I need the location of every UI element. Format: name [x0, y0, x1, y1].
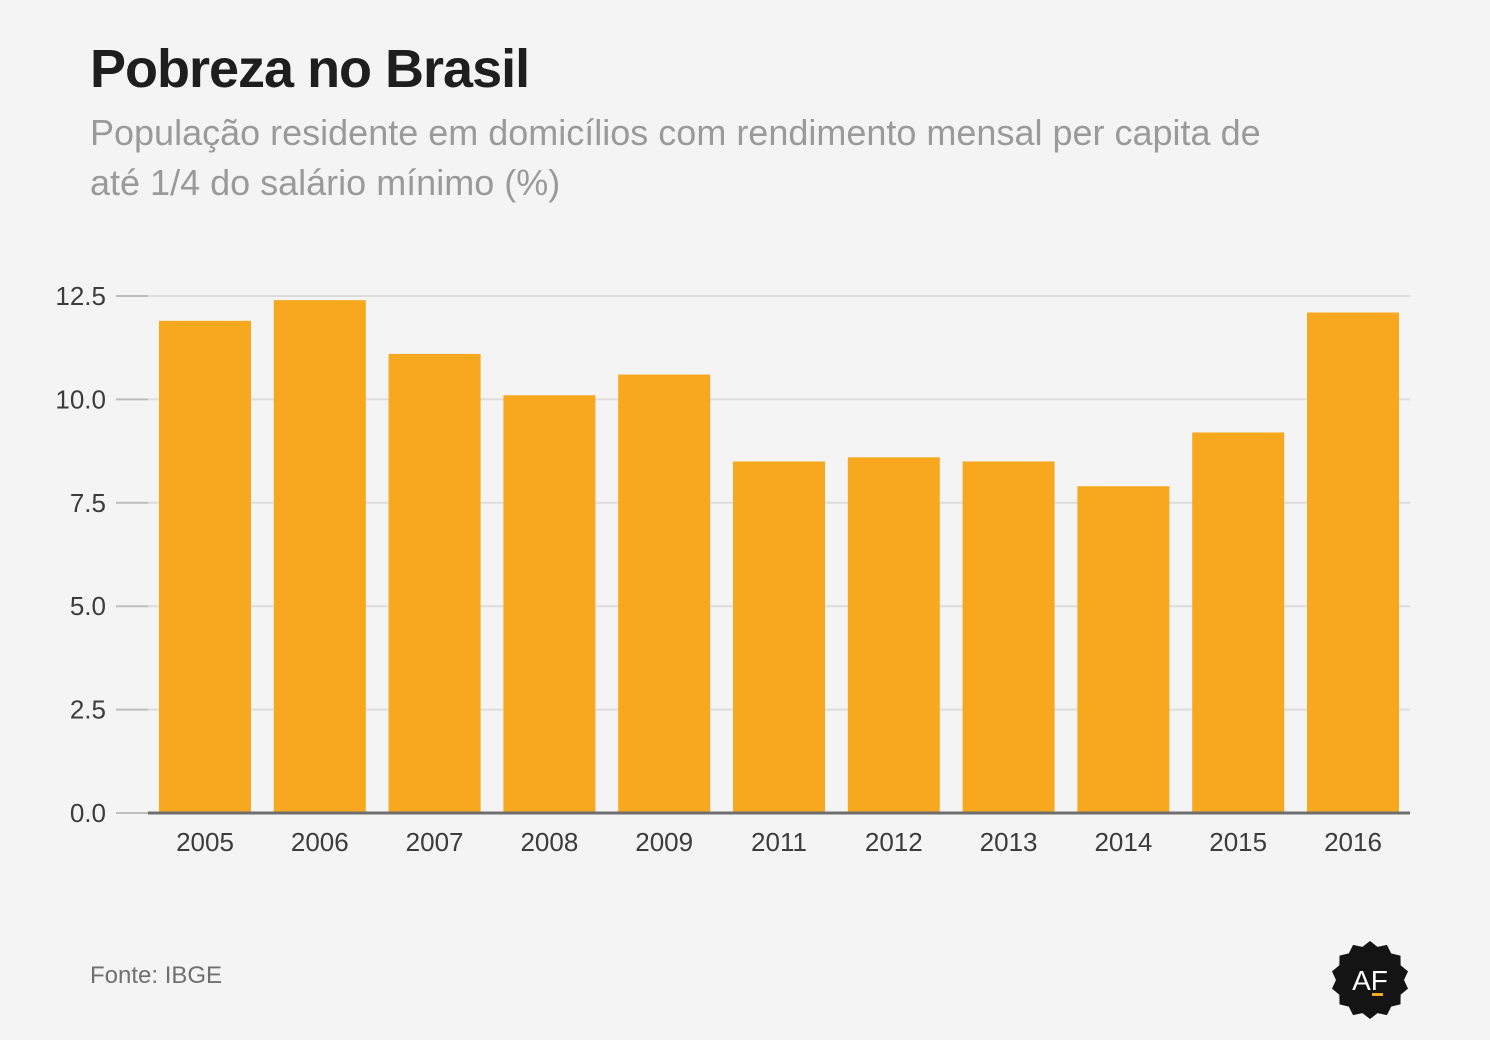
x-tick-label: 2007: [406, 827, 464, 857]
x-tick-label: 2011: [751, 827, 807, 857]
x-tick-label: 2006: [291, 827, 349, 857]
y-tick-label: 10.0: [55, 384, 106, 414]
bar-2011: [733, 461, 825, 813]
bar-2007: [388, 353, 481, 813]
x-tick-label: 2008: [520, 827, 578, 857]
x-tick-label: 2013: [980, 827, 1038, 857]
x-tick-label: 2009: [635, 827, 693, 857]
y-tick-label: 0.0: [70, 798, 106, 828]
x-axis-ticks: 2005 2006 2007 2008 2009 2011 2012 2013 2014 2015…: [176, 827, 1382, 857]
af-seal-logo-icon: AF: [1331, 941, 1409, 1019]
bars: [159, 300, 1399, 813]
chart-title: Pobreza no Brasil: [90, 39, 530, 99]
bar-chart: 0.02.55.07.510.012.5 2005 2006 2007 2008 200…: [55, 281, 1410, 857]
bar-2005: [159, 320, 251, 813]
bar-2008: [503, 395, 596, 813]
x-tick-label: 2016: [1324, 827, 1382, 857]
bar-2013: [962, 461, 1055, 813]
bar-2016: [1307, 312, 1399, 813]
x-tick-label: 2015: [1209, 827, 1267, 857]
bar-2012: [847, 457, 940, 813]
logo-text: AF: [1352, 965, 1388, 996]
y-tick-label: 5.0: [70, 591, 106, 621]
y-tick-label: 12.5: [55, 281, 106, 311]
source-note: Fonte: IBGE: [90, 962, 223, 989]
y-tick-label: 7.5: [70, 488, 106, 518]
bar-2015: [1192, 432, 1285, 813]
y-axis-ticks: 0.0 2.5 5.0 7.5 10.0 12.5: [55, 281, 148, 828]
bar-2009: [618, 374, 711, 813]
bar-2006: [273, 300, 366, 813]
x-tick-label: 2014: [1094, 827, 1152, 857]
x-tick-label: 2012: [865, 827, 923, 857]
chart-subtitle: População residente em domicílios com re…: [90, 112, 1261, 203]
y-tick-label: 2.5: [70, 695, 106, 725]
bar-2014: [1077, 486, 1170, 813]
x-tick-label: 2005: [176, 827, 234, 857]
